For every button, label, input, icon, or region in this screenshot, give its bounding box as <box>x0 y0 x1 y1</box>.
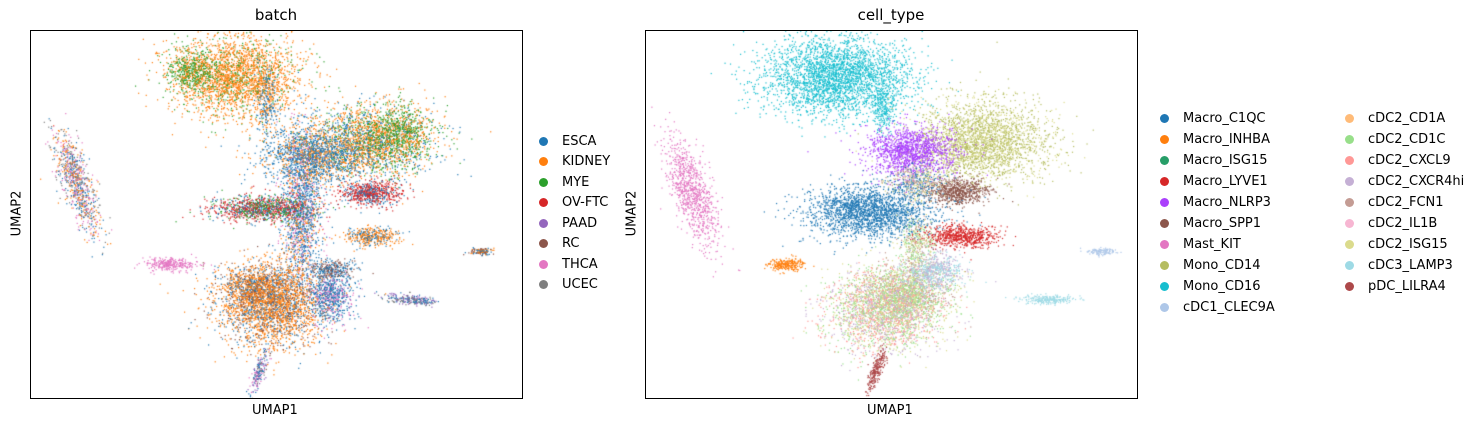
y-axis-label-cell-type: UMAP2 <box>624 190 640 237</box>
legend-label: PAAD <box>562 215 598 231</box>
legend-label: MYE <box>562 174 590 190</box>
legend-item: Mono_CD16 <box>1160 276 1261 296</box>
legend-swatch <box>1160 260 1169 270</box>
legend-swatch <box>539 157 548 166</box>
legend-swatch <box>1160 134 1169 144</box>
legend-swatch <box>539 259 548 269</box>
legend-swatch <box>539 198 548 207</box>
legend-label: cDC2_CD1A <box>1368 110 1446 126</box>
legend-item: Macro_LYVE1 <box>1160 171 1268 191</box>
legend-item: cDC1_CLEC9A <box>1160 297 1275 317</box>
legend-label: pDC_LILRA4 <box>1368 278 1446 294</box>
umap-plot-batch <box>30 30 523 399</box>
legend-label: Macro_LYVE1 <box>1183 173 1268 189</box>
panel-title-batch: batch <box>254 6 298 24</box>
legend-swatch <box>539 239 548 248</box>
umap-scatter-batch <box>31 31 522 398</box>
legend-item: MYE <box>539 172 589 192</box>
legend-item: ESCA <box>539 131 596 151</box>
umap-scatter-cell-type <box>646 31 1137 398</box>
legend-swatch <box>1345 155 1354 165</box>
legend-label: Macro_NLRP3 <box>1183 194 1271 210</box>
legend-item: cDC2_CXCL9 <box>1345 150 1451 170</box>
legend-label: Macro_INHBA <box>1183 131 1270 147</box>
legend-item: cDC2_CD1C <box>1345 129 1445 149</box>
legend-swatch <box>1160 155 1169 165</box>
legend-item: Mast_KIT <box>1160 234 1241 254</box>
legend-item: Macro_INHBA <box>1160 129 1270 149</box>
legend-label: cDC2_IL1B <box>1368 215 1438 231</box>
legend-item: PAAD <box>539 213 597 233</box>
legend-swatch <box>1345 218 1354 228</box>
legend-swatch <box>1345 281 1354 291</box>
legend-swatch <box>1345 113 1354 123</box>
legend-swatch <box>1345 197 1354 207</box>
legend-swatch <box>1160 176 1169 186</box>
legend-swatch <box>1345 134 1354 144</box>
legend-label: cDC2_ISG15 <box>1368 236 1448 252</box>
panel-title-cell-type: cell_type <box>857 6 925 24</box>
legend-item: cDC2_ISG15 <box>1345 234 1448 254</box>
legend-swatch <box>539 280 548 289</box>
legend-swatch <box>539 177 548 187</box>
umap-plot-cell-type <box>645 30 1138 399</box>
legend-label: OV-FTC <box>562 195 609 210</box>
legend-item: OV-FTC <box>539 193 608 213</box>
legend-swatch <box>1160 302 1169 312</box>
legend-swatch <box>1160 197 1169 207</box>
legend-item: pDC_LILRA4 <box>1345 276 1446 296</box>
legend-label: ESCA <box>562 133 597 149</box>
legend-label: UCEC <box>562 277 598 292</box>
legend-label: cDC2_CD1C <box>1368 131 1446 147</box>
legend-label: cDC2_FCN1 <box>1368 194 1444 210</box>
legend-swatch <box>1345 239 1354 249</box>
legend-label: cDC2_CXCR4hi <box>1368 173 1465 189</box>
legend-label: Macro_SPP1 <box>1183 215 1262 231</box>
legend-swatch <box>1345 176 1354 186</box>
legend-swatch <box>539 136 548 146</box>
legend-label: Mono_CD16 <box>1183 278 1261 294</box>
legend-item: KIDNEY <box>539 152 610 172</box>
legend-swatch <box>1160 239 1169 249</box>
legend-swatch <box>1160 113 1169 123</box>
legend-label: Macro_ISG15 <box>1183 152 1268 168</box>
legend-label: Mast_KIT <box>1183 236 1241 252</box>
legend-swatch <box>1160 281 1169 291</box>
legend-item: cDC3_LAMP3 <box>1345 255 1453 275</box>
legend-label: cDC3_LAMP3 <box>1368 257 1453 273</box>
x-axis-label-batch: UMAP1 <box>252 403 298 418</box>
legend-swatch <box>1160 218 1169 228</box>
legend-label: THCA <box>562 256 598 272</box>
legend-item: THCA <box>539 254 598 274</box>
y-axis-label-batch: UMAP2 <box>9 190 25 237</box>
legend-item: Macro_C1QC <box>1160 108 1266 128</box>
legend-item: UCEC <box>539 275 598 295</box>
legend-label: KIDNEY <box>562 154 611 169</box>
legend-label: Macro_C1QC <box>1183 110 1266 126</box>
x-axis-label-cell-type: UMAP1 <box>867 403 913 418</box>
legend-item: cDC2_CXCR4hi <box>1345 171 1464 191</box>
legend-label: RC <box>562 236 580 251</box>
legend-label: Mono_CD14 <box>1183 257 1261 273</box>
legend-item: Macro_NLRP3 <box>1160 192 1271 212</box>
legend-item: cDC2_IL1B <box>1345 213 1437 233</box>
legend-item: RC <box>539 234 579 254</box>
legend-label: cDC2_CXCL9 <box>1368 152 1451 168</box>
legend-item: Mono_CD14 <box>1160 255 1261 275</box>
legend-swatch <box>539 218 548 228</box>
legend-item: Macro_SPP1 <box>1160 213 1261 233</box>
legend-swatch <box>1345 260 1354 270</box>
legend-item: cDC2_CD1A <box>1345 108 1445 128</box>
legend-label: cDC1_CLEC9A <box>1183 299 1275 315</box>
legend-item: cDC2_FCN1 <box>1345 192 1444 212</box>
legend-item: Macro_ISG15 <box>1160 150 1268 170</box>
